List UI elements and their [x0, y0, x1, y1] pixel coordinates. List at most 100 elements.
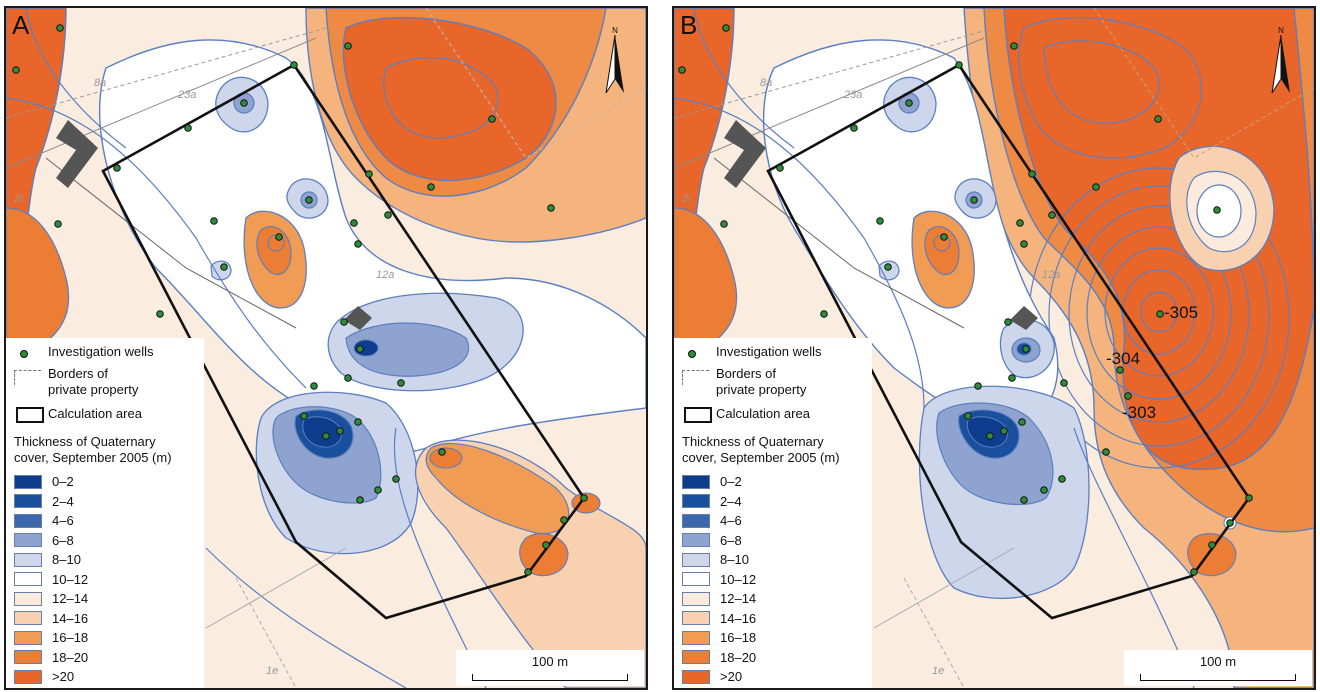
investigation-well: [1004, 318, 1012, 326]
legend-title-line2: cover, September 2005 (m): [14, 450, 172, 465]
investigation-well: [580, 494, 588, 502]
calc-area-symbol: [684, 407, 712, 423]
parcel-label: 12a: [1042, 269, 1060, 281]
investigation-well: [1022, 345, 1030, 353]
legend-calc-area: Calculation area: [14, 406, 204, 428]
legend-class-row: 12–14: [682, 589, 872, 609]
parcel-label: 23a: [843, 89, 862, 101]
legend-class-row: 0–2: [14, 472, 204, 492]
legend-borders-line2: private property: [48, 382, 139, 397]
border-symbol: [682, 370, 709, 385]
investigation-well: [1028, 170, 1036, 178]
legend-swatch: [682, 494, 710, 509]
investigation-well: [776, 164, 784, 172]
investigation-well: [1008, 374, 1016, 382]
legend-swatch: [682, 611, 710, 626]
panel-label: A: [12, 10, 30, 40]
investigation-well: [356, 496, 364, 504]
thickness-map-b: 8a 23a 2i 12a 1o 1e -305 -304 -303: [674, 8, 1314, 688]
investigation-well: [1016, 219, 1024, 227]
investigation-well: [322, 432, 330, 440]
investigation-well: [310, 382, 318, 390]
investigation-well: [542, 541, 550, 549]
legend-borders-line1: Borders of: [48, 366, 108, 381]
legend-swatch: [682, 552, 710, 567]
investigation-well: [374, 486, 382, 494]
legend-class-label: 4–6: [52, 513, 74, 529]
investigation-well: [970, 196, 978, 204]
north-label: N: [612, 26, 618, 35]
investigation-well: [344, 42, 352, 50]
investigation-well: [12, 66, 20, 74]
elevation-annotation: -303: [1122, 403, 1156, 422]
investigation-well: [547, 204, 555, 212]
legend-class-label: 2–4: [52, 493, 74, 509]
investigation-well: [54, 220, 62, 228]
investigation-well: [354, 418, 362, 426]
legend-swatch: [682, 474, 710, 489]
investigation-well: [113, 164, 121, 172]
investigation-well: [1018, 418, 1026, 426]
investigation-well: [1048, 211, 1056, 219]
legend-title-line1: Thickness of Quaternary: [14, 434, 156, 449]
legend-classes: 0–2 2–4 4–6 6–8 8–10 10–12 12–14 14–16 16–18 18–2…: [14, 472, 204, 687]
legend-class-row: >20: [682, 667, 872, 687]
investigation-well: [1245, 494, 1253, 502]
legend-swatch: [14, 669, 42, 684]
investigation-well: [1060, 379, 1068, 387]
legend-wells-label: Investigation wells: [48, 344, 154, 359]
legend-wells: Investigation wells: [14, 344, 204, 366]
border-symbol: [14, 370, 41, 385]
investigation-well: [1208, 541, 1216, 549]
scale-bar-line: [472, 674, 628, 681]
investigation-well: [720, 220, 728, 228]
legend-title-line1: Thickness of Quaternary: [682, 434, 824, 449]
investigation-well: [275, 233, 283, 241]
legend-class-row: 10–12: [682, 570, 872, 590]
investigation-well: [678, 66, 686, 74]
investigation-well: [350, 219, 358, 227]
investigation-well: [1154, 115, 1162, 123]
investigation-well: [354, 240, 362, 248]
north-label: N: [1278, 26, 1284, 35]
parcel-label: 8a: [94, 77, 106, 89]
legend-class-label: 8–10: [720, 552, 749, 568]
legend-class-label: 14–16: [52, 610, 89, 626]
legend-swatch: [682, 572, 710, 587]
legend-title-line2: cover, September 2005 (m): [682, 450, 840, 465]
investigation-well: [850, 124, 858, 132]
legend-swatch: [14, 513, 42, 528]
parcel-label: 8a: [760, 77, 772, 89]
investigation-well: [1040, 486, 1048, 494]
investigation-well: [1092, 183, 1100, 191]
legend-swatch: [682, 513, 710, 528]
legend-swatch: [14, 474, 42, 489]
investigation-well: [884, 263, 892, 271]
legend-class-row: 18–20: [682, 648, 872, 668]
investigation-well: [1156, 310, 1164, 318]
legend-class-label: 4–6: [720, 513, 742, 529]
legend-swatch: [682, 533, 710, 548]
investigation-well: [427, 183, 435, 191]
investigation-well: [1124, 392, 1132, 400]
legend-class-row: 12–14: [14, 589, 204, 609]
legend-class-label: 10–12: [52, 571, 89, 587]
investigation-well: [300, 412, 308, 420]
legend-class-label: >20: [720, 669, 743, 685]
legend-calc-area-label: Calculation area: [716, 406, 810, 421]
investigation-well: [290, 61, 298, 69]
legend-class-label: 12–14: [52, 591, 89, 607]
investigation-well: [397, 379, 405, 387]
investigation-well: [1058, 475, 1066, 483]
legend-class-label: 0–2: [52, 474, 74, 490]
legend-class-row: 6–8: [14, 531, 204, 551]
elevation-annotation: -305: [1164, 303, 1198, 322]
legend-class-label: 16–18: [52, 630, 89, 646]
map-legend: Investigation wells Borders of private p…: [6, 338, 204, 688]
investigation-well: [305, 196, 313, 204]
investigation-well: [365, 170, 373, 178]
investigation-well: [722, 24, 730, 32]
investigation-well: [964, 412, 972, 420]
investigation-well: [488, 115, 496, 123]
well-symbol: [688, 350, 696, 358]
